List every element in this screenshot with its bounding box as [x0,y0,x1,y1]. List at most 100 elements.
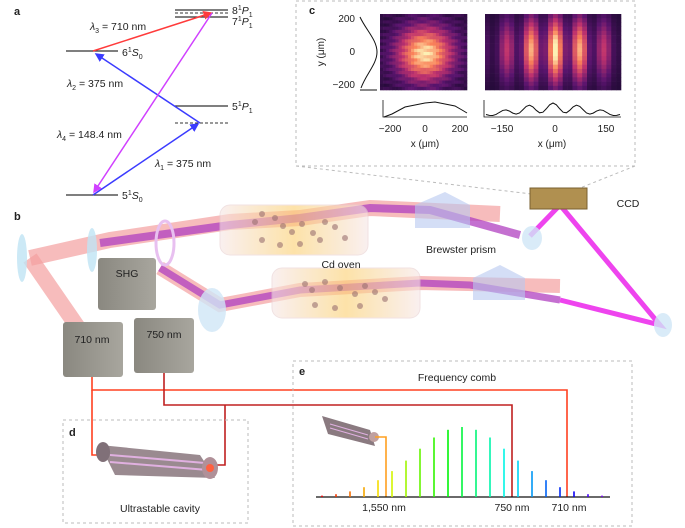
heatmap-pixel [389,42,393,46]
heatmap-pixel [417,52,421,56]
heatmap-pixel [404,20,409,24]
heatmap-pixel [587,18,593,23]
heatmap-pixel [457,74,462,78]
heatmap-pixel [432,29,437,34]
heatmap-pixel [417,17,421,21]
heatmap-pixel [451,86,455,91]
heatmap-pixel [401,58,406,62]
heatmap-pixel [445,36,449,40]
heatmap-pixel [577,43,583,49]
heatmap-pixel [404,86,409,91]
heatmap-pixel [395,77,399,81]
heatmap-pixel [519,77,525,82]
heatmap-pixel [383,55,387,59]
heatmap-pixel [514,22,520,27]
heatmap-pixel [572,73,578,78]
heatmap-pixel [451,71,455,75]
heatmap-pixel [392,29,396,34]
heatmap-pixel [567,47,573,53]
heatmap-pixel [439,42,443,46]
heatmap-pixel [557,18,564,23]
heatmap-pixel [404,36,409,40]
heatmap-pixel [432,33,437,37]
heatmap-pixel [389,58,393,62]
heatmap-pixel [557,30,564,36]
heatmap-pixel [514,14,520,19]
heatmap-pixel [616,22,622,27]
heatmap-pixel [567,35,573,40]
heatmap-pixel [567,39,573,44]
heatmap-pixel [504,18,510,23]
heatmap-pixel [426,67,431,72]
heatmap-pixel [398,71,403,75]
heatmap-pixel [407,80,412,84]
heatmap-pixel [398,23,403,27]
heatmap-pixel [442,55,446,59]
heatmap-pixel [395,52,399,56]
heatmap-pixel [616,77,622,82]
heatmap-pixel [439,80,443,84]
heatmap-pixel [611,60,617,65]
heatmap-pixel [457,67,462,72]
heatmap-pixel [582,35,588,40]
heatmap-pixel [606,22,612,27]
heatmap-pixel [485,43,491,49]
heatmap-pixel [392,33,396,37]
heatmap-pixel [533,43,539,49]
heatmap-pixel [383,67,387,72]
heatmap-pixel [528,47,534,53]
heatmap-pixel [445,64,449,69]
heatmap-pixel [587,22,593,27]
heatmap-pixel [386,83,390,88]
heatmap-pixel [417,23,421,27]
heatmap-pixel [611,14,617,19]
heatmap-pixel [426,74,431,78]
heatmap-pixel [514,77,520,82]
x-tick: 0 [422,124,428,135]
heatmap-pixel [523,52,530,57]
heatmap-pixel [401,48,406,53]
marker-710: 710 nm [551,502,586,514]
heatmap-pixel [548,14,554,19]
heatmap-pixel [442,52,446,56]
heatmap-pixel [389,71,393,75]
heatmap-pixel [448,29,452,34]
heatmap-pixel [398,80,403,84]
heatmap-pixel [616,26,622,32]
heatmap-pixel [420,20,424,24]
heatmap-pixel [448,26,452,31]
heatmap-pixel [538,26,544,32]
heatmap-pixel [401,67,406,72]
heatmap-pixel [454,17,458,21]
heatmap-pixel [435,20,440,24]
heatmap-pixel [445,29,449,34]
heatmap-pixel [504,43,510,49]
heatmap-pixel [426,36,431,40]
heatmap-pixel [454,67,458,72]
heatmap-pixel [404,29,409,34]
heatmap-pixel [451,17,455,21]
heatmap-pixel [596,22,602,27]
heatmap-pixel [454,86,458,91]
heatmap-pixel [445,45,449,50]
heatmap-pixel [606,60,612,65]
heatmap-pixel [499,22,505,27]
heatmap-pixel [509,30,515,36]
heatmap-pixel [611,81,617,87]
heatmap-pixel [439,86,443,91]
heatmap-pixel [463,74,468,78]
heatmap-pixel [601,26,607,32]
heatmap-pixel [451,64,455,69]
heatmap-pixel [414,74,418,78]
shg-label: SHG [116,268,139,280]
heatmap-pixel [591,14,598,19]
heatmap-pixel [389,86,393,91]
heatmap-pixel [429,26,434,31]
heatmap-pixel [442,14,446,18]
heatmap-pixel [494,81,500,87]
heatmap-pixel [606,35,612,40]
heatmap-pixel [386,61,390,65]
heatmap-pixel [562,81,568,87]
heatmap-pixel [528,81,534,87]
heatmap-pixel [411,77,415,81]
